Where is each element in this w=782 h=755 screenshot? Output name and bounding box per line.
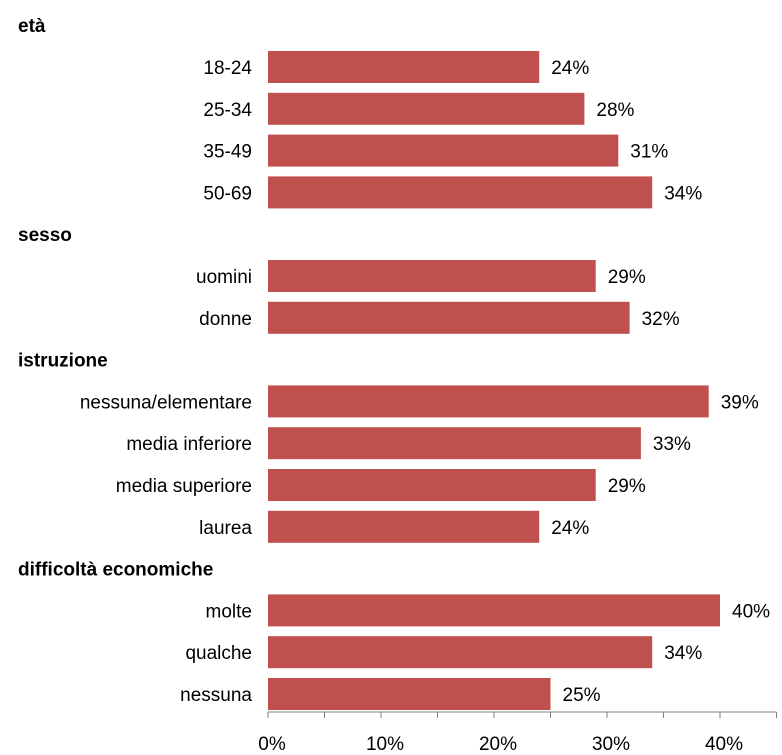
value-label: 34%: [664, 183, 702, 204]
category-label: qualche: [185, 643, 252, 664]
x-tick-label: 30%: [592, 734, 630, 755]
x-tick-label: 10%: [366, 734, 404, 755]
x-tick-label: 20%: [479, 734, 517, 755]
value-label: 32%: [642, 309, 680, 330]
category-label: media inferiore: [126, 434, 252, 455]
value-label: 34%: [664, 643, 702, 664]
x-tick-label: 40%: [705, 734, 743, 755]
bar: [268, 594, 720, 627]
bar: [268, 176, 653, 209]
category-label: media superiore: [116, 476, 252, 497]
value-label: 39%: [721, 392, 759, 413]
value-label: 24%: [551, 58, 589, 79]
group-label: età: [18, 16, 46, 37]
bar: [268, 636, 653, 669]
bar: [268, 678, 551, 710]
category-label: uomini: [196, 267, 252, 288]
category-label: donne: [199, 309, 252, 330]
group-label: istruzione: [18, 351, 108, 372]
bar: [268, 51, 540, 83]
bar: [268, 134, 619, 167]
value-label: 29%: [608, 267, 646, 288]
category-label: 35-49: [203, 142, 252, 163]
bar: [268, 92, 585, 125]
bar: [268, 301, 630, 334]
category-label: molte: [206, 601, 252, 622]
category-label: 50-69: [203, 183, 252, 204]
x-tick-label: 0%: [258, 734, 286, 755]
bar: [268, 427, 641, 460]
bar: [268, 469, 596, 501]
value-label: 24%: [551, 518, 589, 539]
category-label: 18-24: [203, 58, 252, 79]
category-label: nessuna: [180, 685, 252, 706]
value-label: 33%: [653, 434, 691, 455]
category-label: nessuna/elementare: [80, 392, 252, 413]
value-label: 29%: [608, 476, 646, 497]
bar: [268, 385, 709, 418]
value-label: 31%: [630, 142, 668, 163]
category-label: 25-34: [203, 100, 252, 121]
value-label: 40%: [732, 601, 770, 622]
bar: [268, 510, 540, 543]
group-label: difficoltà economiche: [18, 560, 213, 581]
bar: [268, 260, 596, 292]
value-label: 28%: [596, 100, 634, 121]
category-label: laurea: [199, 518, 252, 539]
group-label: sesso: [18, 225, 72, 246]
value-label: 25%: [563, 685, 601, 706]
